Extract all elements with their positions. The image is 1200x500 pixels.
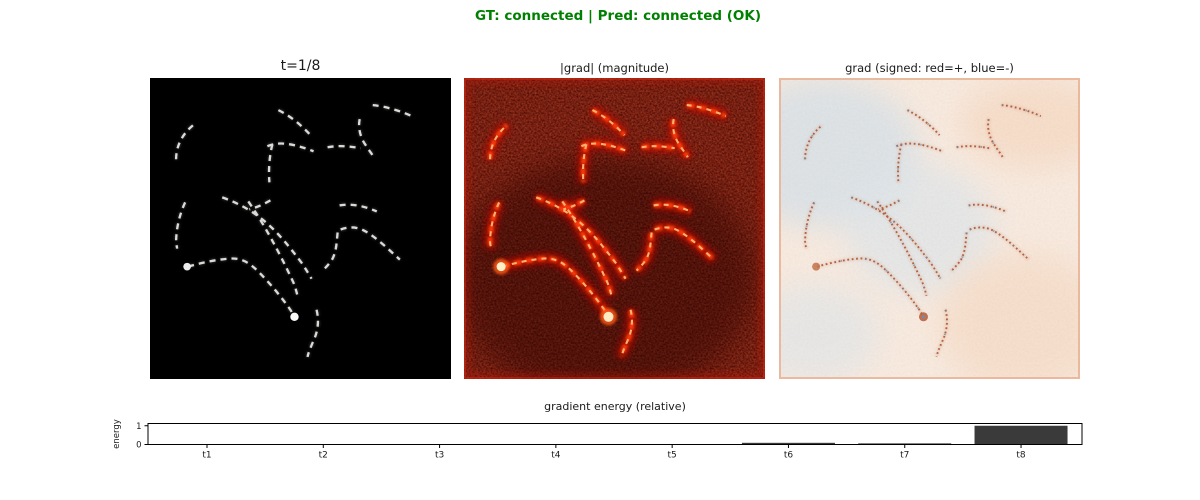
ytick-label-1: 1 xyxy=(136,422,141,432)
grad-signed-panel xyxy=(779,78,1080,379)
panel-title-gt: t=1/8 xyxy=(280,58,321,74)
grad-magnitude-image xyxy=(464,78,765,379)
bar-t8 xyxy=(974,425,1068,445)
grad-magnitude-panel xyxy=(464,78,765,379)
energy-bar-chart: gradient energy (relative) energy t1 t2 t3… xyxy=(112,400,1083,461)
xtick-label-t6: t6 xyxy=(784,451,794,461)
y-axis-ticks: 01 xyxy=(136,422,148,451)
x-axis-ticks: t1 t2 t3 t4 t5 t6 t7 t8 xyxy=(202,444,1026,461)
xtick-label-t7: t7 xyxy=(900,451,909,461)
bar-t7 xyxy=(858,443,952,445)
plot-area xyxy=(148,423,1082,445)
xtick-label-t2: t2 xyxy=(319,451,328,461)
bar-t6 xyxy=(741,442,835,445)
panel-title-grad-magnitude: |grad| (magnitude) xyxy=(560,61,669,75)
chart-title: gradient energy (relative) xyxy=(544,400,686,413)
xtick-label-t4: t4 xyxy=(551,451,561,461)
xtick-label-t5: t5 xyxy=(668,451,677,461)
ytick-label-0: 0 xyxy=(136,441,141,451)
chart-ylabel: energy xyxy=(112,419,122,449)
panel-title-grad-signed: grad (signed: red=+, blue=-) xyxy=(845,61,1014,75)
axes-spines xyxy=(147,423,1083,445)
xtick-label-t3: t3 xyxy=(435,451,444,461)
xtick-label-t1: t1 xyxy=(202,451,211,461)
grad-signed-image xyxy=(779,78,1080,379)
gt-image xyxy=(150,78,451,379)
xtick-label-t8: t8 xyxy=(1016,451,1026,461)
bars-group xyxy=(741,425,1068,445)
figure-title: GT: connected | Pred: connected (OK) xyxy=(474,8,762,24)
gt-image-panel xyxy=(150,78,451,379)
